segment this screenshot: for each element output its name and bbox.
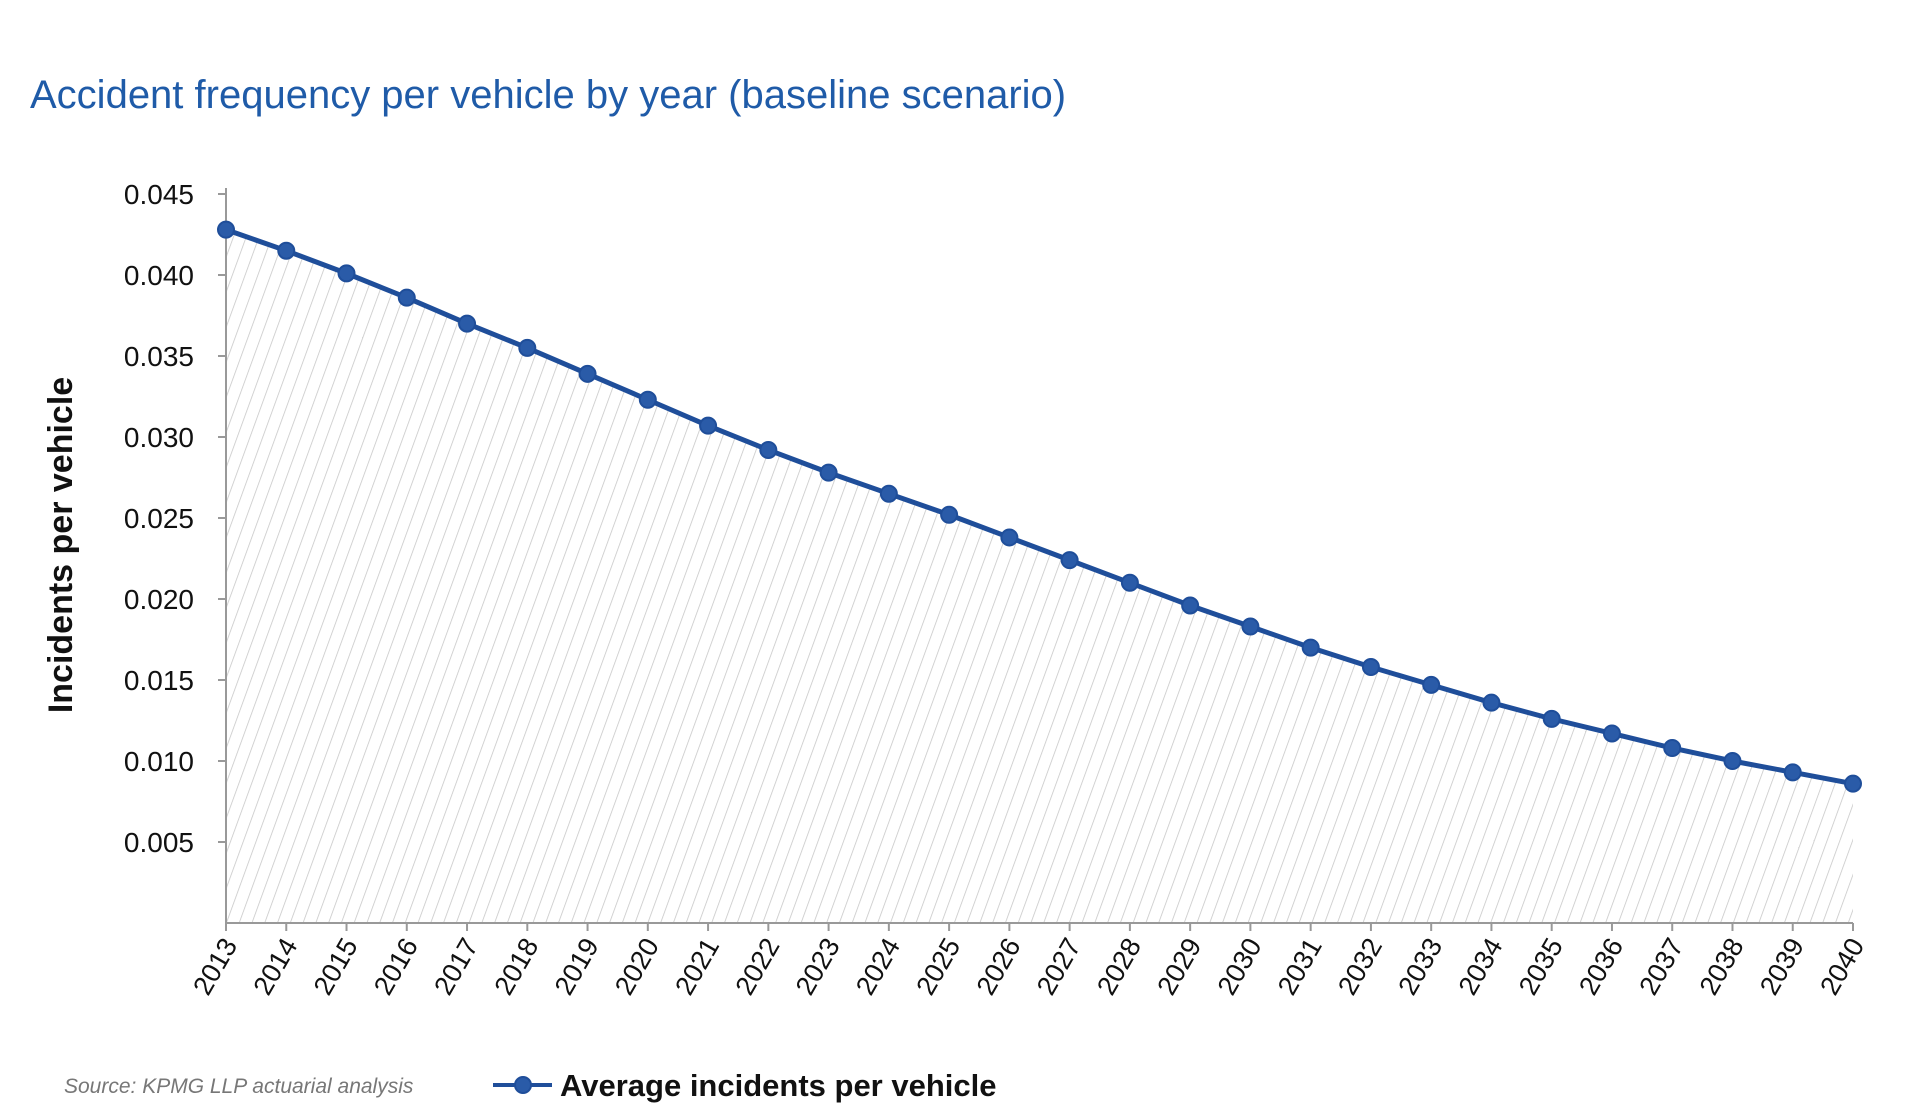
data-point — [1783, 763, 1802, 782]
data-point — [1723, 752, 1742, 770]
x-tick-label: 2017 — [428, 933, 484, 1000]
x-tick-label: 2024 — [850, 933, 906, 1000]
data-point — [1000, 528, 1019, 547]
source-note: Source: KPMG LLP actuarial analysis — [64, 1075, 414, 1098]
data-point — [1602, 724, 1621, 743]
data-point — [458, 314, 477, 333]
x-tick-label: 2030 — [1212, 933, 1268, 1000]
x-tick-label: 2035 — [1513, 933, 1569, 1000]
data-point — [578, 364, 597, 383]
y-tick-label: 0.015 — [124, 665, 194, 696]
y-tick-label: 0.035 — [124, 341, 194, 372]
data-point — [518, 338, 537, 357]
data-point — [1060, 551, 1079, 570]
x-tick-label: 2037 — [1633, 933, 1689, 1000]
x-tick-label: 2025 — [910, 933, 966, 1000]
axes — [218, 188, 1854, 931]
data-point — [1361, 658, 1380, 677]
hatched-area — [226, 229, 1853, 923]
data-point — [819, 463, 838, 482]
x-tick-label: 2033 — [1392, 933, 1448, 1000]
x-tick-label: 2029 — [1151, 933, 1207, 1000]
data-point — [1422, 675, 1441, 694]
data-point — [1120, 573, 1139, 592]
data-point — [699, 416, 718, 435]
data-point — [638, 390, 657, 409]
legend-marker-icon — [514, 1076, 532, 1094]
x-tick-labels: 2013 2014 2015 2016 2017 2018 2019 2020 2021 2022… — [187, 933, 1870, 1000]
x-tick-label: 2032 — [1332, 933, 1388, 1000]
data-point — [397, 288, 416, 307]
data-point — [879, 484, 898, 503]
data-point — [1482, 693, 1501, 712]
y-tick-label: 0.005 — [124, 827, 194, 858]
data-point — [1301, 638, 1320, 657]
data-point — [1663, 739, 1682, 758]
x-tick-label: 2031 — [1272, 933, 1328, 1000]
y-tick-label: 0.020 — [124, 584, 194, 615]
y-tick-label: 0.040 — [124, 260, 194, 291]
series-line-path — [225, 227, 1854, 787]
x-tick-label: 2034 — [1453, 933, 1509, 1000]
data-point — [217, 220, 235, 239]
x-tick-label: 2013 — [187, 933, 243, 1000]
x-tick-label: 2018 — [488, 933, 544, 1000]
x-tick-label: 2039 — [1754, 933, 1810, 1000]
x-tick-label: 2027 — [1031, 933, 1087, 1000]
y-tick-label: 0.025 — [124, 503, 194, 534]
data-point — [337, 264, 356, 283]
x-tick-label: 2040 — [1814, 933, 1870, 1000]
x-tick-label: 2015 — [308, 933, 364, 1000]
data-point — [277, 241, 296, 260]
x-tick-label: 2020 — [609, 933, 665, 1000]
y-axis-label: Incidents per vehicle — [42, 377, 80, 713]
data-point — [759, 440, 778, 459]
x-tick-label: 2023 — [790, 933, 846, 1000]
x-tick-label: 2014 — [247, 933, 303, 1000]
y-tick-labels: 0.045 0.040 0.035 0.030 0.025 0.020 0.015 0.010… — [124, 179, 194, 858]
data-point — [940, 505, 959, 524]
y-tick-label: 0.045 — [124, 179, 194, 210]
x-tick-label: 2028 — [1091, 933, 1147, 1000]
x-tick-label: 2038 — [1694, 933, 1750, 1000]
data-point — [1844, 774, 1862, 793]
x-tick-label: 2022 — [730, 933, 786, 1000]
data-point — [1542, 709, 1561, 728]
x-tick-label: 2021 — [669, 933, 725, 1000]
legend-label: Average incidents per vehicle — [560, 1068, 996, 1103]
x-tick-label: 2026 — [971, 933, 1027, 1000]
series-markers — [217, 220, 1862, 793]
y-tick-label: 0.010 — [124, 746, 194, 777]
data-point — [1181, 596, 1200, 615]
y-tick-label: 0.030 — [124, 422, 194, 453]
x-tick-label: 2036 — [1573, 933, 1629, 1000]
x-tick-label: 2019 — [549, 933, 605, 1000]
data-point — [1241, 617, 1260, 636]
x-tick-label: 2016 — [368, 933, 424, 1000]
chart-title: Accident frequency per vehicle by year (… — [30, 73, 1066, 117]
area-fill — [226, 229, 1853, 923]
series-line — [225, 227, 1854, 787]
legend: Average incidents per vehicle — [493, 1068, 996, 1103]
